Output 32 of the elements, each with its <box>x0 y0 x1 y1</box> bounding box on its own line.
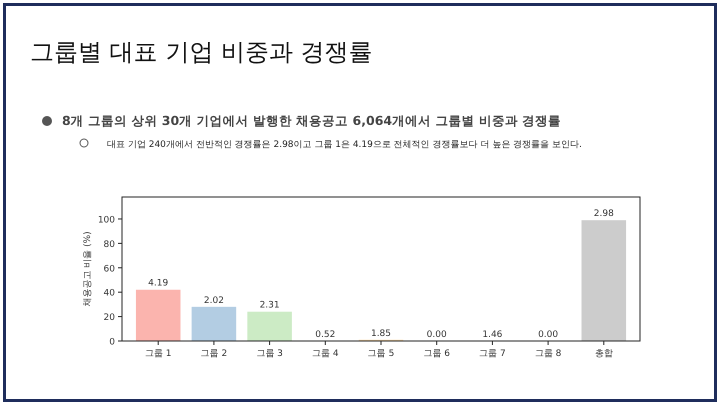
bar <box>192 306 236 341</box>
y-tick-label: 20 <box>104 313 116 324</box>
bar <box>136 290 180 341</box>
x-tick-label: 그룹 7 <box>479 349 506 359</box>
bar <box>247 312 292 341</box>
annotation: 2.02 <box>204 296 224 306</box>
annotation: 2.98 <box>594 209 614 220</box>
annotation: 1.85 <box>370 328 392 339</box>
x-tick-label: 그룹 5 <box>368 349 394 359</box>
y-tick-label: 40 <box>104 288 116 299</box>
x-tick-label: 그룹 6 <box>423 349 450 359</box>
y-tick-label: 60 <box>104 264 116 274</box>
annotation: 1.46 <box>482 330 503 340</box>
x-tick-label: 그룹 1 <box>144 349 172 359</box>
chart-subtitle: 8개 그룹의 상위 30개 기업에서 발행한 채용공고 6,064개에서 그룹별 비중과 경쟁률 <box>62 113 562 130</box>
x-tick-label: 그룹 3 <box>256 349 283 359</box>
y-axis-title: 채용공고 비율 (%) <box>83 231 93 307</box>
y-tick-label: 100 <box>98 215 116 226</box>
x-tick-label: 그룹 2 <box>200 349 228 359</box>
chart-title: 그룹별 대표 기업 비중과 경쟁률 <box>30 37 373 68</box>
bar <box>582 220 626 341</box>
x-tick-label: 그룹 4 <box>312 349 339 359</box>
x-tick-label: 그룹 8 <box>534 349 562 359</box>
y-tick-label: 80 <box>104 240 116 250</box>
y-tick-label: 0 <box>109 338 116 348</box>
x-tick-label: 총합 <box>594 349 613 359</box>
annotation: 2.31 <box>260 300 280 311</box>
annotation: 4.19 <box>148 278 168 289</box>
annotation: 0.00 <box>538 330 558 340</box>
annotation: 0.00 <box>426 330 447 340</box>
text: 대표 기업 240개에서 전반적인 경쟁률은 2.98이고 그룹 1은 4.19으로 전체적인 경쟁률보다 더 높은 경쟁률을 보인다. <box>107 139 582 151</box>
annotation: 0.52 <box>315 330 336 340</box>
